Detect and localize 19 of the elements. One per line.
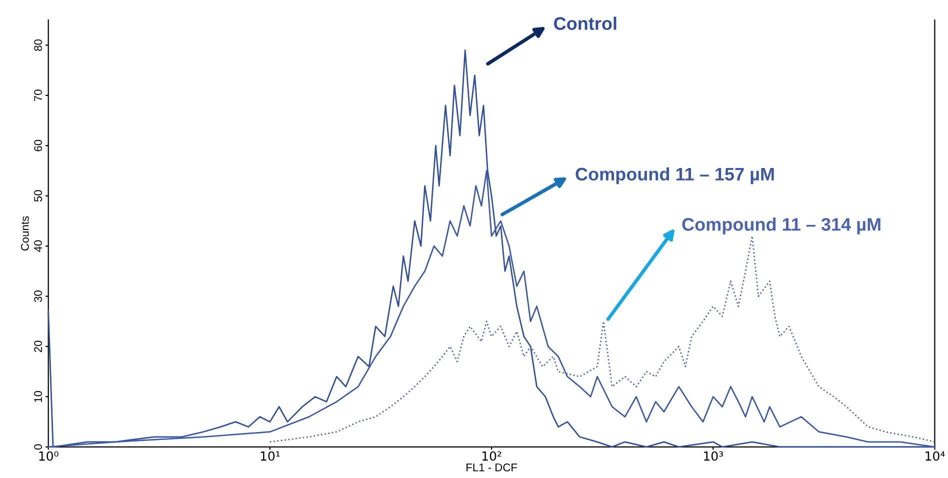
y-tick-label: 30 <box>34 290 42 302</box>
x-tick-label: 10⁴ <box>926 451 945 461</box>
y-tick-label: 20 <box>34 340 42 352</box>
y-tick-label: 40 <box>34 240 42 252</box>
x-tick-label: 10⁰ <box>39 451 58 461</box>
series-label: Compound 11 – 314 µM <box>682 218 880 234</box>
y-tick-label: 70 <box>34 90 42 102</box>
y-tick-label: 60 <box>34 140 42 152</box>
y-tick-label: 50 <box>34 190 42 202</box>
y-axis-title: Counts <box>20 216 29 251</box>
text: Compound 11 – 157 µM <box>576 167 774 184</box>
text: Control <box>554 16 616 30</box>
y-tick-label: 10 <box>34 390 42 402</box>
x-tick-label: 10² <box>482 451 502 461</box>
x-tick-label: 10¹ <box>260 451 280 461</box>
y-tick-label: 80 <box>34 39 42 51</box>
x-tick-label: 10³ <box>704 451 723 461</box>
x-axis-title: FL1 - DCF <box>466 463 518 472</box>
y-tick-label: 0 <box>34 444 42 450</box>
